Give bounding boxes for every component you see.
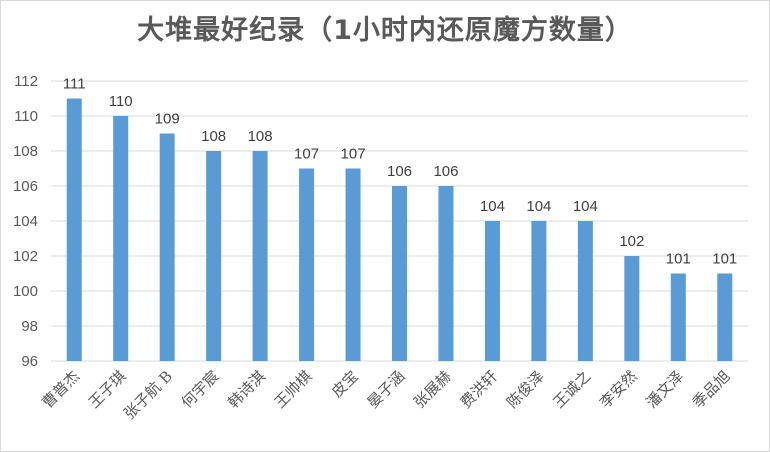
- data-label: 101: [666, 251, 691, 268]
- data-label: 107: [294, 146, 319, 163]
- bar: [299, 168, 315, 361]
- y-tick-label: 110: [14, 108, 38, 125]
- x-tick-label: 曹普杰: [39, 367, 84, 412]
- data-label: 106: [433, 163, 458, 180]
- data-label: 106: [387, 163, 412, 180]
- bar: [113, 116, 129, 361]
- bar: [624, 256, 640, 361]
- x-tick-label: 李安然: [596, 367, 641, 412]
- x-tick-label: 费洪轩: [457, 367, 502, 412]
- x-tick-label: 张展赫: [410, 367, 455, 412]
- data-label: 104: [480, 198, 505, 215]
- x-tick-label: 王诚之: [550, 367, 595, 412]
- data-label: 108: [248, 128, 273, 145]
- y-tick-label: 108: [13, 143, 38, 160]
- data-label: 110: [109, 93, 133, 110]
- bar: [345, 168, 361, 361]
- data-label: 104: [526, 198, 551, 215]
- x-tick-label: 王帅棋: [271, 367, 316, 412]
- y-tick-label: 100: [13, 283, 38, 300]
- data-label: 104: [573, 198, 598, 215]
- y-tick-label: 104: [13, 213, 38, 230]
- data-label: 109: [155, 111, 180, 128]
- x-tick-label: 何宇宸: [178, 367, 223, 412]
- bar: [717, 273, 733, 361]
- bar: [577, 221, 593, 361]
- bar: [66, 98, 82, 361]
- chart-title: 大堆最好纪录（1小时内还原魔方数量）: [137, 15, 633, 46]
- bar: [252, 151, 268, 361]
- bar: [670, 273, 686, 361]
- x-tick-label: 晏子涵: [364, 367, 409, 412]
- data-label: 101: [712, 251, 737, 268]
- y-tick-label: 96: [21, 353, 38, 370]
- y-tick-label: 102: [13, 248, 38, 265]
- x-tick-label: 韩诗淇: [224, 367, 269, 412]
- y-tick-label: 112: [14, 73, 38, 90]
- bar: [438, 186, 454, 361]
- x-tick-label: 王子琪: [85, 367, 130, 412]
- bar: [531, 221, 547, 361]
- data-label: 102: [619, 233, 644, 250]
- x-tick-label: 季品旭: [689, 367, 734, 412]
- bar: [484, 221, 500, 361]
- bar: [392, 186, 407, 361]
- x-tick-label: 张子航 B: [120, 367, 176, 423]
- bar: [159, 133, 175, 361]
- y-tick-label: 98: [21, 318, 38, 335]
- y-tick-label: 106: [13, 178, 38, 195]
- data-label: 108: [201, 128, 226, 145]
- x-tick-label: 潘文泽: [643, 367, 688, 412]
- x-tick-label: 陈俊泽: [503, 367, 548, 412]
- data-label: 107: [341, 146, 366, 163]
- bar: [206, 151, 222, 361]
- x-tick-label: 皮宝: [328, 367, 362, 401]
- data-label: 111: [63, 76, 86, 93]
